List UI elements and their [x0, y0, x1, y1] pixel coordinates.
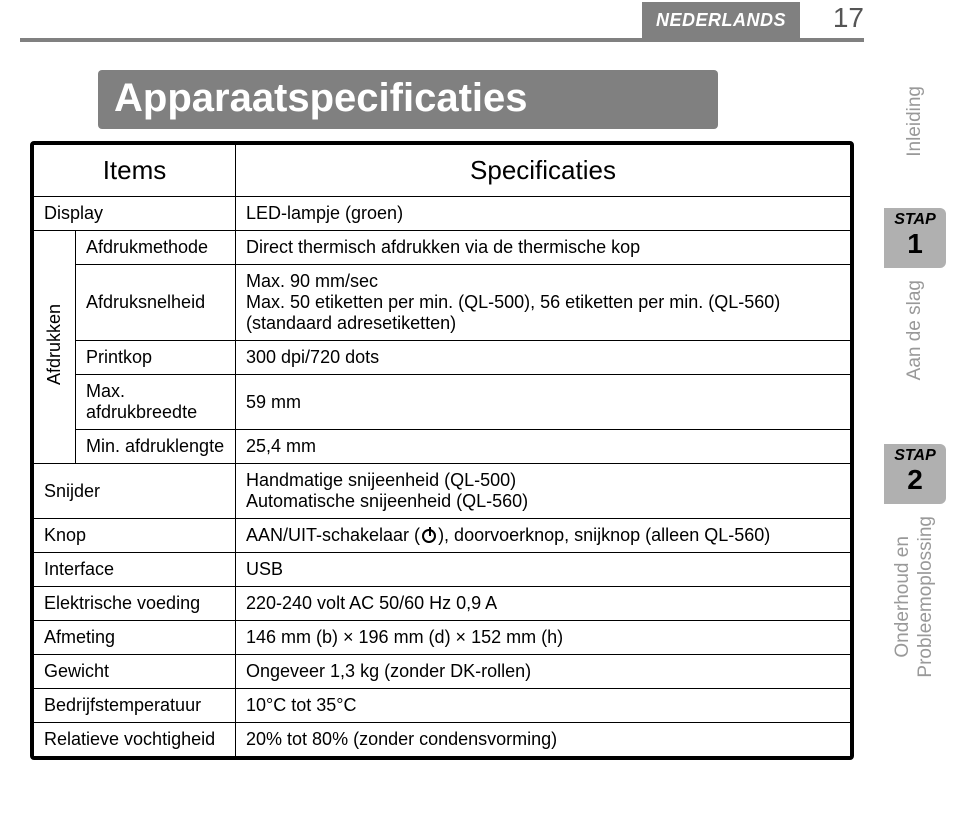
row-value: LED-lampje (groen): [236, 197, 851, 231]
row-value: 146 mm (b) × 196 mm (d) × 152 mm (h): [236, 621, 851, 655]
spec-table: Items Specificaties Display LED-lampje (…: [33, 144, 851, 757]
table-row: Afmeting 146 mm (b) × 196 mm (d) × 152 m…: [34, 621, 851, 655]
tab-aan-de-slag[interactable]: Aan de slag: [884, 272, 946, 440]
table-row: Knop AAN/UIT-schakelaar ( ), doorvoerknop…: [34, 519, 851, 553]
row-value: USB: [236, 553, 851, 587]
power-icon: [422, 529, 436, 543]
row-label: Elektrische voeding: [34, 587, 236, 621]
knop-text-before: AAN/UIT-schakelaar (: [246, 525, 420, 545]
page-header: NEDERLANDS 17: [0, 0, 884, 62]
tab-onderhoud[interactable]: Onderhoud en Probleemoplossing: [884, 508, 946, 760]
row-value: 20% tot 80% (zonder condensvorming): [236, 723, 851, 757]
tab-stap-number: 2: [884, 466, 946, 494]
tab-label-line: Probleemoplossing: [915, 516, 936, 678]
table-row: Afdruksnelheid Max. 90 mm/sec Max. 50 et…: [34, 265, 851, 341]
row-value: Handmatige snijeenheid (QL-500) Automati…: [236, 464, 851, 519]
table-row: Display LED-lampje (groen): [34, 197, 851, 231]
table-row: Relatieve vochtigheid 20% tot 80% (zonde…: [34, 723, 851, 757]
row-value: 25,4 mm: [236, 430, 851, 464]
page-title: Apparaatspecificaties: [98, 70, 718, 129]
row-label: Display: [34, 197, 236, 231]
row-label: Printkop: [76, 341, 236, 375]
tab-label-line: Onderhoud en: [892, 536, 913, 658]
table-row: Max. afdrukbreedte 59 mm: [34, 375, 851, 430]
tab-label: Inleiding: [904, 86, 927, 157]
table-row: Gewicht Ongeveer 1,3 kg (zonder DK-rolle…: [34, 655, 851, 689]
tab-stap-label: STAP: [884, 212, 946, 228]
tab-stap-number: 1: [884, 230, 946, 258]
row-label: Interface: [34, 553, 236, 587]
group-label-afdrukken: Afdrukken: [44, 304, 65, 385]
row-label: Min. afdruklengte: [76, 430, 236, 464]
table-head-row: Items Specificaties: [34, 145, 851, 197]
row-label: Gewicht: [34, 655, 236, 689]
row-value: 220-240 volt AC 50/60 Hz 0,9 A: [236, 587, 851, 621]
col-items: Items: [34, 145, 236, 197]
row-value: Max. 90 mm/sec Max. 50 etiketten per min…: [236, 265, 851, 341]
col-specs: Specificaties: [236, 145, 851, 197]
row-label: Afmeting: [34, 621, 236, 655]
tab-stap-2[interactable]: STAP 2: [884, 444, 946, 504]
table-row: Interface USB: [34, 553, 851, 587]
row-value: Direct thermisch afdrukken via de thermi…: [236, 231, 851, 265]
tab-label: Onderhoud en Probleemoplossing: [892, 516, 938, 678]
row-label: Relatieve vochtigheid: [34, 723, 236, 757]
table-row: Bedrijfstemperatuur 10°C tot 35°C: [34, 689, 851, 723]
spec-table-wrap: Items Specificaties Display LED-lampje (…: [30, 141, 854, 760]
row-value: 300 dpi/720 dots: [236, 341, 851, 375]
table-row: Elektrische voeding 220-240 volt AC 50/6…: [34, 587, 851, 621]
row-label: Bedrijfstemperatuur: [34, 689, 236, 723]
header-rule: [20, 38, 864, 42]
language-badge: NEDERLANDS: [642, 2, 800, 38]
table-row: Snijder Handmatige snijeenheid (QL-500) …: [34, 464, 851, 519]
row-label: Snijder: [34, 464, 236, 519]
row-label: Max. afdrukbreedte: [76, 375, 236, 430]
table-row: Min. afdruklengte 25,4 mm: [34, 430, 851, 464]
tab-stap-1[interactable]: STAP 1: [884, 208, 946, 268]
side-tabs: Inleiding STAP 1 Aan de slag STAP 2 Onde…: [884, 0, 959, 818]
row-label: Knop: [34, 519, 236, 553]
row-value: AAN/UIT-schakelaar ( ), doorvoerknop, sni…: [236, 519, 851, 553]
page-number: 17: [833, 2, 864, 34]
tab-inleiding[interactable]: Inleiding: [884, 78, 946, 204]
knop-text-after: ), doorvoerknop, snijknop (alleen QL-560…: [438, 525, 770, 545]
tab-label: Aan de slag: [904, 280, 927, 380]
row-value: 10°C tot 35°C: [236, 689, 851, 723]
table-row: Printkop 300 dpi/720 dots: [34, 341, 851, 375]
table-row: Afdrukken Afdrukmethode Direct thermisch…: [34, 231, 851, 265]
row-label: Afdrukmethode: [76, 231, 236, 265]
row-value: 59 mm: [236, 375, 851, 430]
tab-stap-label: STAP: [884, 448, 946, 464]
row-label: Afdruksnelheid: [76, 265, 236, 341]
row-value: Ongeveer 1,3 kg (zonder DK-rollen): [236, 655, 851, 689]
